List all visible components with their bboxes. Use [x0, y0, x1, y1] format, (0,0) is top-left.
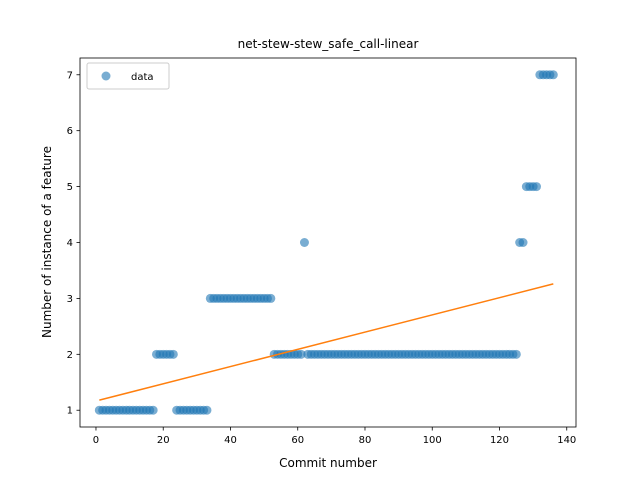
- y-tick-label: 2: [67, 350, 73, 361]
- x-axis-label: Commit number: [279, 456, 377, 470]
- fit-line: [99, 283, 554, 401]
- data-point: [266, 293, 276, 303]
- legend: data: [86, 62, 170, 90]
- y-axis-label: Number of instance of a feature: [40, 146, 54, 338]
- x-tick-label: 120: [490, 435, 509, 446]
- data-point: [296, 349, 306, 359]
- legend-label-data: data: [131, 72, 154, 83]
- data-point: [518, 238, 528, 247]
- x-tick-label: 0: [93, 435, 99, 446]
- data-point: [168, 349, 178, 359]
- x-tick-label: 60: [291, 435, 304, 446]
- data-point: [202, 405, 212, 415]
- x-tick-label: 20: [157, 435, 170, 446]
- x-tick-label: 100: [423, 435, 442, 446]
- legend-box: [86, 62, 170, 90]
- y-tick-label: 5: [67, 182, 73, 193]
- data-point: [148, 405, 158, 415]
- x-tick-label: 140: [557, 435, 576, 446]
- y-tick-label: 7: [67, 70, 73, 81]
- legend-marker: [101, 71, 111, 81]
- y-tick-label: 6: [67, 126, 73, 137]
- axes: 0 20 40 60 80 100 120 140 1 2 3 4 5 6 7: [67, 57, 577, 446]
- y-tick-label: 3: [67, 294, 73, 305]
- chart-title: net-stew-stew_safe_call-linear: [238, 37, 419, 51]
- data-point: [548, 70, 558, 80]
- plot-area: [94, 70, 558, 415]
- x-tick-label: 40: [224, 435, 237, 446]
- y-tick-label: 4: [67, 238, 73, 249]
- axes-frame: [79, 57, 577, 428]
- y-tick-label: 1: [67, 406, 73, 417]
- data-point: [299, 238, 309, 247]
- x-tick-label: 80: [359, 435, 372, 446]
- data-point: [531, 182, 541, 192]
- data-point: [511, 349, 521, 359]
